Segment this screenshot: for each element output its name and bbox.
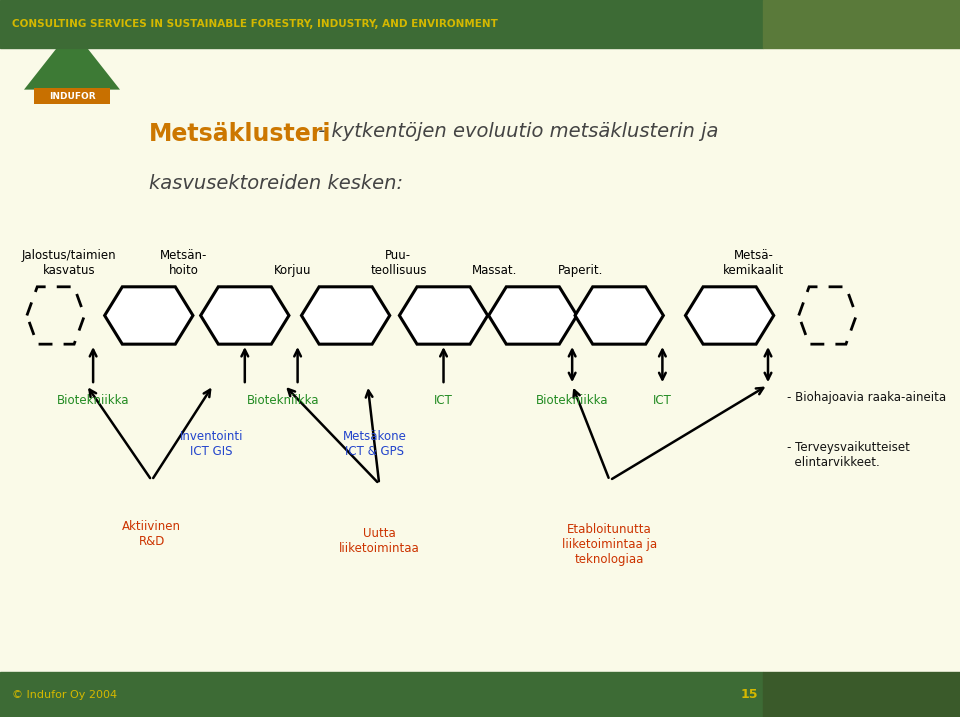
Bar — [763, 0, 960, 48]
Text: - Terveysvaikutteiset
  elintarvikkeet.: - Terveysvaikutteiset elintarvikkeet. — [787, 441, 910, 469]
Polygon shape — [105, 287, 193, 344]
Text: CONSULTING SERVICES IN SUSTAINABLE FORESTRY, INDUSTRY, AND ENVIRONMENT: CONSULTING SERVICES IN SUSTAINABLE FORES… — [12, 19, 497, 29]
Polygon shape — [575, 287, 663, 344]
Polygon shape — [201, 287, 289, 344]
Text: Biotekniikka: Biotekniikka — [247, 394, 320, 407]
Text: ICT: ICT — [434, 394, 453, 407]
Text: Inventointi
ICT GIS: Inventointi ICT GIS — [180, 430, 243, 458]
Text: Jalostus/taimien
kasvatus: Jalostus/taimien kasvatus — [22, 250, 116, 277]
Text: Paperit.: Paperit. — [558, 265, 604, 277]
Text: Biotekniikka: Biotekniikka — [536, 394, 609, 407]
Polygon shape — [399, 287, 488, 344]
Text: 15: 15 — [741, 688, 758, 701]
Text: Metsän-
hoito: Metsän- hoito — [159, 250, 207, 277]
Text: Biotekniikka: Biotekniikka — [57, 394, 130, 407]
Polygon shape — [489, 287, 577, 344]
Bar — [763, 672, 960, 717]
Polygon shape — [301, 287, 390, 344]
Text: Aktiivinen
R&D: Aktiivinen R&D — [122, 520, 181, 548]
Text: INDUFOR: INDUFOR — [49, 92, 95, 101]
Text: Korjuu: Korjuu — [274, 265, 312, 277]
Polygon shape — [685, 287, 774, 344]
Text: Etabloitunutta
liiketoimintaa ja
teknologiaa: Etabloitunutta liiketoimintaa ja teknolo… — [562, 523, 658, 566]
Text: Massat.: Massat. — [471, 265, 517, 277]
Text: Puu-
teollisuus: Puu- teollisuus — [371, 250, 426, 277]
Text: ICT: ICT — [653, 394, 672, 407]
Text: - kytkentöjen evoluutio metsäklusterin ja: - kytkentöjen evoluutio metsäklusterin j… — [312, 122, 718, 141]
Text: kasvusektoreiden kesken:: kasvusektoreiden kesken: — [149, 174, 403, 192]
Text: Metsä-
kemikaalit: Metsä- kemikaalit — [723, 250, 784, 277]
Text: Uutta
liiketoimintaa: Uutta liiketoimintaa — [339, 527, 420, 555]
Bar — [34, 88, 110, 104]
Text: - Biohajoavia raaka-aineita: - Biohajoavia raaka-aineita — [787, 391, 947, 404]
Bar — [0, 0, 763, 48]
Text: Metsäkone
ICT & GPS: Metsäkone ICT & GPS — [343, 430, 406, 458]
Polygon shape — [24, 29, 120, 90]
Bar — [0, 672, 763, 717]
Text: Metsäklusteri: Metsäklusteri — [149, 122, 331, 146]
Text: © Indufor Oy 2004: © Indufor Oy 2004 — [12, 690, 117, 700]
